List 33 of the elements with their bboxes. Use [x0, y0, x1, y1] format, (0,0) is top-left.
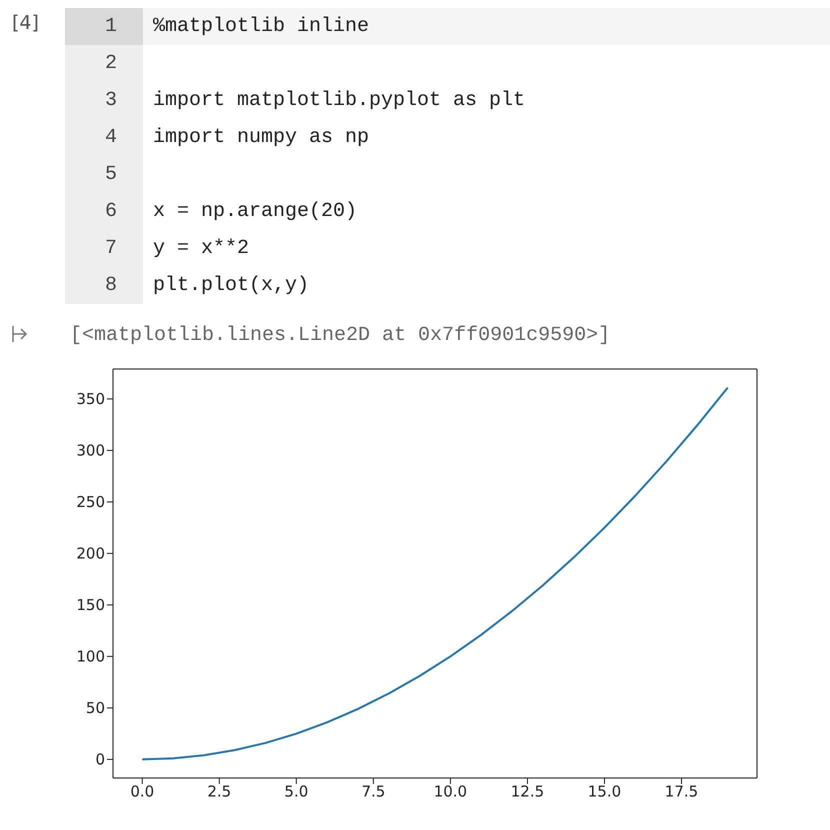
text: 6 — [65, 193, 143, 230]
text: 8 — [65, 267, 143, 304]
x-tick-label: 0.0 — [130, 782, 154, 801]
text: 5 — [65, 156, 143, 193]
text: import numpy as np — [152, 126, 370, 149]
x-tick-label: 2.5 — [207, 782, 232, 801]
text: 1 — [65, 8, 143, 45]
y-tick-label: 0 — [95, 750, 105, 769]
y-tick-label: 250 — [76, 493, 105, 512]
y-tick-label: 150 — [76, 596, 105, 614]
x-tick-label: 17.5 — [664, 782, 698, 801]
y-tick-label: 50 — [86, 699, 105, 718]
text: 4 — [65, 119, 143, 156]
y-tick-label: 300 — [76, 442, 105, 460]
text: import matplotlib.pyplot as plt — [152, 89, 526, 112]
line-series — [141, 386, 729, 760]
x-tick-label: 5.0 — [284, 782, 308, 801]
text: [4] — [12, 12, 39, 34]
text: y = x**2 — [152, 237, 250, 260]
text: 3 — [65, 82, 143, 119]
text: plt.plot(x,y) — [152, 274, 310, 297]
text: 2 — [65, 45, 143, 82]
x-tick-label: 10.0 — [434, 782, 468, 801]
text: [<matplotlib.lines.Line2D at 0x7ff0901c9590>] — [70, 324, 610, 347]
text: %matplotlib inline — [152, 15, 370, 38]
y-tick-label: 100 — [76, 648, 105, 666]
x-tick-label: 15.0 — [588, 782, 622, 801]
text: x = np.arange(20) — [152, 200, 358, 223]
text: 7 — [65, 230, 143, 267]
x-tick-label: 12.5 — [510, 782, 544, 801]
x-tick-label: 7.5 — [361, 782, 386, 801]
y-tick-label: 200 — [76, 544, 105, 563]
y-tick-label: 350 — [76, 390, 105, 408]
